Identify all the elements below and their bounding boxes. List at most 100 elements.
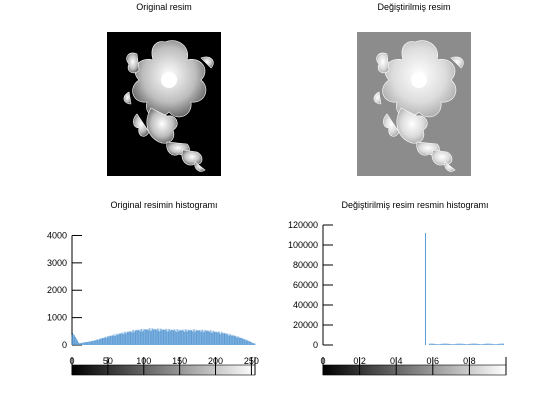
histogram-bar bbox=[189, 330, 191, 345]
histogram-bar bbox=[482, 344, 483, 345]
histogram-bar bbox=[432, 343, 434, 345]
histogram-bar bbox=[89, 341, 91, 345]
histogram-bar bbox=[182, 329, 183, 345]
histogram-bar bbox=[228, 335, 229, 345]
histogram-bar bbox=[159, 328, 161, 345]
histogram-bar bbox=[187, 331, 188, 345]
histogram-bar bbox=[127, 332, 129, 345]
histogram-bar bbox=[167, 328, 169, 345]
histogram-bar bbox=[494, 344, 496, 345]
histogram-bar bbox=[156, 330, 158, 345]
x-tick-label: 0.8 bbox=[463, 356, 476, 366]
histogram-bar bbox=[96, 339, 97, 345]
histogram-bar bbox=[144, 329, 146, 345]
histogram-bar bbox=[97, 339, 99, 345]
histogram-bar bbox=[490, 343, 491, 345]
y-tick-label: 2000 bbox=[47, 285, 67, 295]
histogram-bar bbox=[244, 339, 246, 345]
histogram-bar bbox=[161, 328, 163, 345]
histogram-bar bbox=[194, 329, 196, 345]
histogram-bar bbox=[86, 342, 87, 345]
histogram-bar bbox=[147, 328, 149, 345]
histogram-bar bbox=[487, 343, 488, 345]
histogram-bar bbox=[476, 343, 478, 345]
histogram-bar bbox=[135, 330, 137, 345]
histogram-bar bbox=[216, 331, 218, 345]
histogram-bar bbox=[483, 343, 484, 345]
histogram-bar bbox=[133, 329, 135, 345]
histogram-bar bbox=[501, 343, 502, 345]
histogram-bar bbox=[481, 344, 483, 345]
histogram-bar bbox=[120, 333, 122, 345]
histogram-bar bbox=[456, 343, 458, 345]
histogram-bar bbox=[158, 328, 160, 345]
histogram-bar bbox=[198, 330, 200, 345]
y-tick-label: 40000 bbox=[293, 300, 318, 310]
histogram-bar bbox=[172, 329, 174, 345]
histogram-bar bbox=[491, 343, 492, 345]
histogram-bar bbox=[76, 339, 78, 345]
histogram-bar bbox=[431, 343, 433, 345]
histogram-bar bbox=[74, 336, 76, 345]
histogram-bar bbox=[483, 343, 485, 345]
histogram-bar bbox=[429, 343, 431, 345]
histogram-bar bbox=[499, 343, 500, 345]
histogram-bar bbox=[73, 334, 75, 345]
histogram-bar bbox=[448, 343, 450, 345]
histogram-bar bbox=[444, 343, 445, 345]
histogram-bar bbox=[192, 331, 193, 345]
histogram-bar bbox=[106, 337, 107, 345]
histogram-bar bbox=[128, 331, 130, 345]
histogram-bar bbox=[105, 336, 107, 345]
histogram-bar bbox=[167, 331, 168, 345]
histogram-bar bbox=[234, 336, 236, 345]
histogram-bar bbox=[438, 344, 439, 345]
histogram-bar bbox=[82, 342, 84, 345]
histogram-bar bbox=[162, 329, 164, 345]
histogram-bar bbox=[247, 340, 249, 345]
y-tick-label: 0 bbox=[62, 340, 67, 350]
histogram-bar bbox=[136, 330, 138, 345]
histogram-bar bbox=[179, 330, 180, 345]
modified-image bbox=[357, 32, 471, 176]
histogram-bar bbox=[149, 328, 150, 345]
histogram-bar bbox=[101, 338, 103, 345]
histogram-bar bbox=[163, 329, 165, 345]
histogram-bar bbox=[174, 331, 176, 345]
histogram-bar bbox=[185, 329, 186, 345]
histogram-bar bbox=[486, 343, 488, 345]
histogram-bar bbox=[153, 328, 155, 345]
histogram-bar bbox=[241, 338, 243, 345]
histogram-bar bbox=[469, 343, 470, 345]
x-tick-label: 0.6 bbox=[427, 356, 440, 366]
histogram-bar bbox=[435, 343, 437, 345]
histogram-bar bbox=[184, 331, 186, 345]
histogram-bar bbox=[485, 343, 487, 345]
histogram-bar bbox=[86, 341, 88, 345]
histogram-bar bbox=[428, 343, 430, 345]
histogram-bar bbox=[451, 344, 453, 345]
hist1-title: Original resimin histogramı bbox=[110, 200, 218, 210]
histogram-bar bbox=[124, 333, 126, 345]
histogram-bar bbox=[134, 331, 135, 345]
histogram-bar bbox=[245, 340, 247, 345]
histogram-bar bbox=[131, 332, 132, 345]
y-tick-label: 20000 bbox=[293, 320, 318, 330]
histogram-bar bbox=[222, 332, 224, 345]
original-image-title: Original resim bbox=[136, 2, 192, 12]
histogram-bar bbox=[181, 330, 183, 345]
histogram-bar bbox=[182, 331, 184, 345]
histogram-bar bbox=[219, 331, 221, 345]
histogram-bar bbox=[75, 338, 77, 345]
histogram-bar bbox=[212, 332, 214, 345]
histogram-bar bbox=[218, 331, 219, 345]
histogram-bar bbox=[249, 341, 251, 345]
histogram-bar bbox=[172, 329, 173, 345]
histogram-bar bbox=[434, 343, 436, 345]
histogram-bar bbox=[253, 343, 254, 345]
histogram-bar bbox=[442, 343, 443, 345]
histogram-bar bbox=[195, 329, 197, 345]
histogram-bar bbox=[160, 330, 162, 345]
x-tick-label: 150 bbox=[172, 356, 187, 366]
histogram-bar bbox=[139, 330, 140, 345]
